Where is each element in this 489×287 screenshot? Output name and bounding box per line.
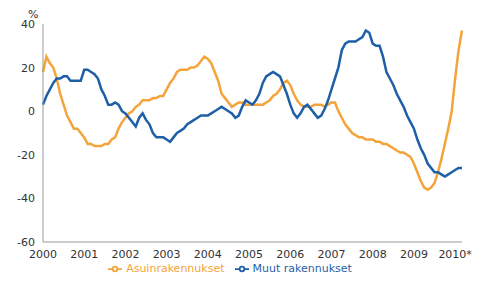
svg-text:0: 0 bbox=[28, 105, 35, 118]
html-text:Muut rakennukset: Muut rakennukset bbox=[252, 262, 352, 275]
svg-text:2006: 2006 bbox=[276, 248, 304, 261]
svg-text:40: 40 bbox=[21, 18, 35, 31]
svg-text:-40: -40 bbox=[17, 192, 35, 205]
svg-text:2010*: 2010* bbox=[438, 248, 472, 261]
svg-text:2008: 2008 bbox=[359, 248, 387, 261]
svg-text:20: 20 bbox=[21, 62, 35, 75]
svg-text:2005: 2005 bbox=[235, 248, 263, 261]
svg-text:2000: 2000 bbox=[29, 248, 57, 261]
svg-text:-60: -60 bbox=[17, 236, 35, 249]
svg-text:-20: -20 bbox=[17, 149, 35, 162]
svg-text:2004: 2004 bbox=[194, 248, 222, 261]
svg-text:2002: 2002 bbox=[111, 248, 139, 261]
svg-text:2009: 2009 bbox=[400, 248, 428, 261]
svg-text:2007: 2007 bbox=[317, 248, 345, 261]
svg-text:2001: 2001 bbox=[70, 248, 98, 261]
svg-text:2003: 2003 bbox=[153, 248, 181, 261]
html-text:Asuinrakennukset: Asuinrakennukset bbox=[126, 262, 225, 275]
